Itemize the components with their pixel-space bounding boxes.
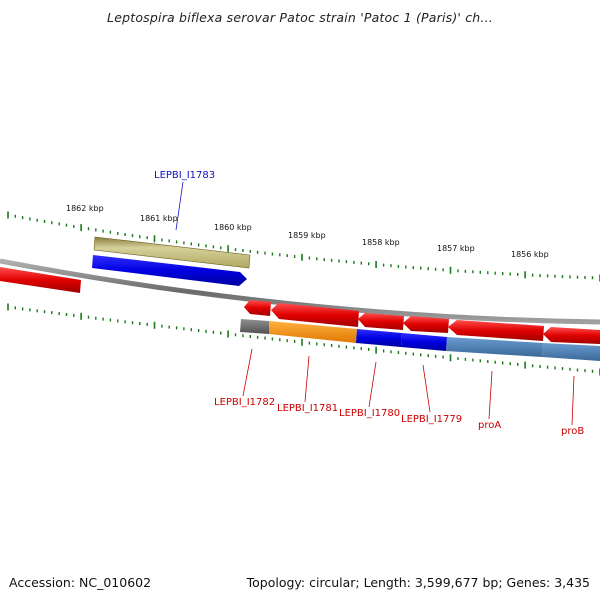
ruler-label-1860: 1860 kbp xyxy=(214,223,252,232)
gene-left-red[interactable] xyxy=(0,267,81,293)
outer-ruler-ticks xyxy=(7,211,600,282)
ruler-label-1856: 1856 kbp xyxy=(511,250,549,259)
gene-red-arrow-4[interactable] xyxy=(403,316,449,333)
gene-red-arrow-1[interactable] xyxy=(244,300,271,316)
label-line-lepbi-i1781 xyxy=(304,355,310,403)
inner-ruler-ticks xyxy=(7,303,600,376)
label-line-lepbi-i1779 xyxy=(422,364,431,413)
gene-red-arrow-6[interactable] xyxy=(543,327,600,344)
label-lepbi-i1780[interactable]: LEPBI_I1780 xyxy=(339,408,400,419)
ruler-label-1861: 1861 kbp xyxy=(140,214,178,223)
ruler-label-1862: 1862 kbp xyxy=(66,204,104,213)
label-lepbi-i1779[interactable]: LEPBI_I1779 xyxy=(401,414,462,425)
label-lepbi-i1781[interactable]: LEPBI_I1781 xyxy=(277,403,338,414)
gene-lepbi-i1783-blue[interactable] xyxy=(92,255,247,286)
gene-red-arrow-3[interactable] xyxy=(358,313,404,330)
label-lepbi-i1782[interactable]: LEPBI_I1782 xyxy=(214,397,275,408)
genome-summary-text: Topology: circular; Length: 3,599,677 bp… xyxy=(246,575,590,590)
label-line-lepbi-i1782 xyxy=(242,348,253,397)
label-line-prob xyxy=(571,375,575,426)
label-line-lepbi-i1780 xyxy=(368,361,377,408)
label-line-proa xyxy=(488,370,493,420)
gene-red-arrow-2[interactable] xyxy=(271,303,359,327)
label-proa[interactable]: proA xyxy=(478,420,501,431)
genome-backbone xyxy=(0,258,600,325)
gene-proa-block[interactable] xyxy=(446,337,543,357)
map-title: Leptospira biflexa serovar Patoc strain … xyxy=(107,10,493,25)
gene-prob-block[interactable] xyxy=(542,343,600,361)
label-line-lepbi-i1783 xyxy=(175,181,184,231)
ruler-label-1857: 1857 kbp xyxy=(437,244,475,253)
gene-lepbi-i1780-block[interactable] xyxy=(356,329,402,347)
accession-text: Accession: NC_010602 xyxy=(9,575,152,590)
ruler-label-1859: 1859 kbp xyxy=(288,231,326,240)
gene-lepbi-i1783-olive[interactable] xyxy=(93,236,251,269)
gene-lepbi-i1779-block[interactable] xyxy=(401,333,447,351)
ruler-label-1858: 1858 kbp xyxy=(362,238,400,247)
label-prob[interactable]: proB xyxy=(561,426,584,437)
gene-lepbi-i1781-block[interactable] xyxy=(269,321,357,343)
label-lepbi-i1783[interactable]: LEPBI_I1783 xyxy=(154,170,215,181)
gene-red-arrow-5[interactable] xyxy=(448,320,544,341)
gene-lepbi-i1782-block[interactable] xyxy=(240,319,269,334)
